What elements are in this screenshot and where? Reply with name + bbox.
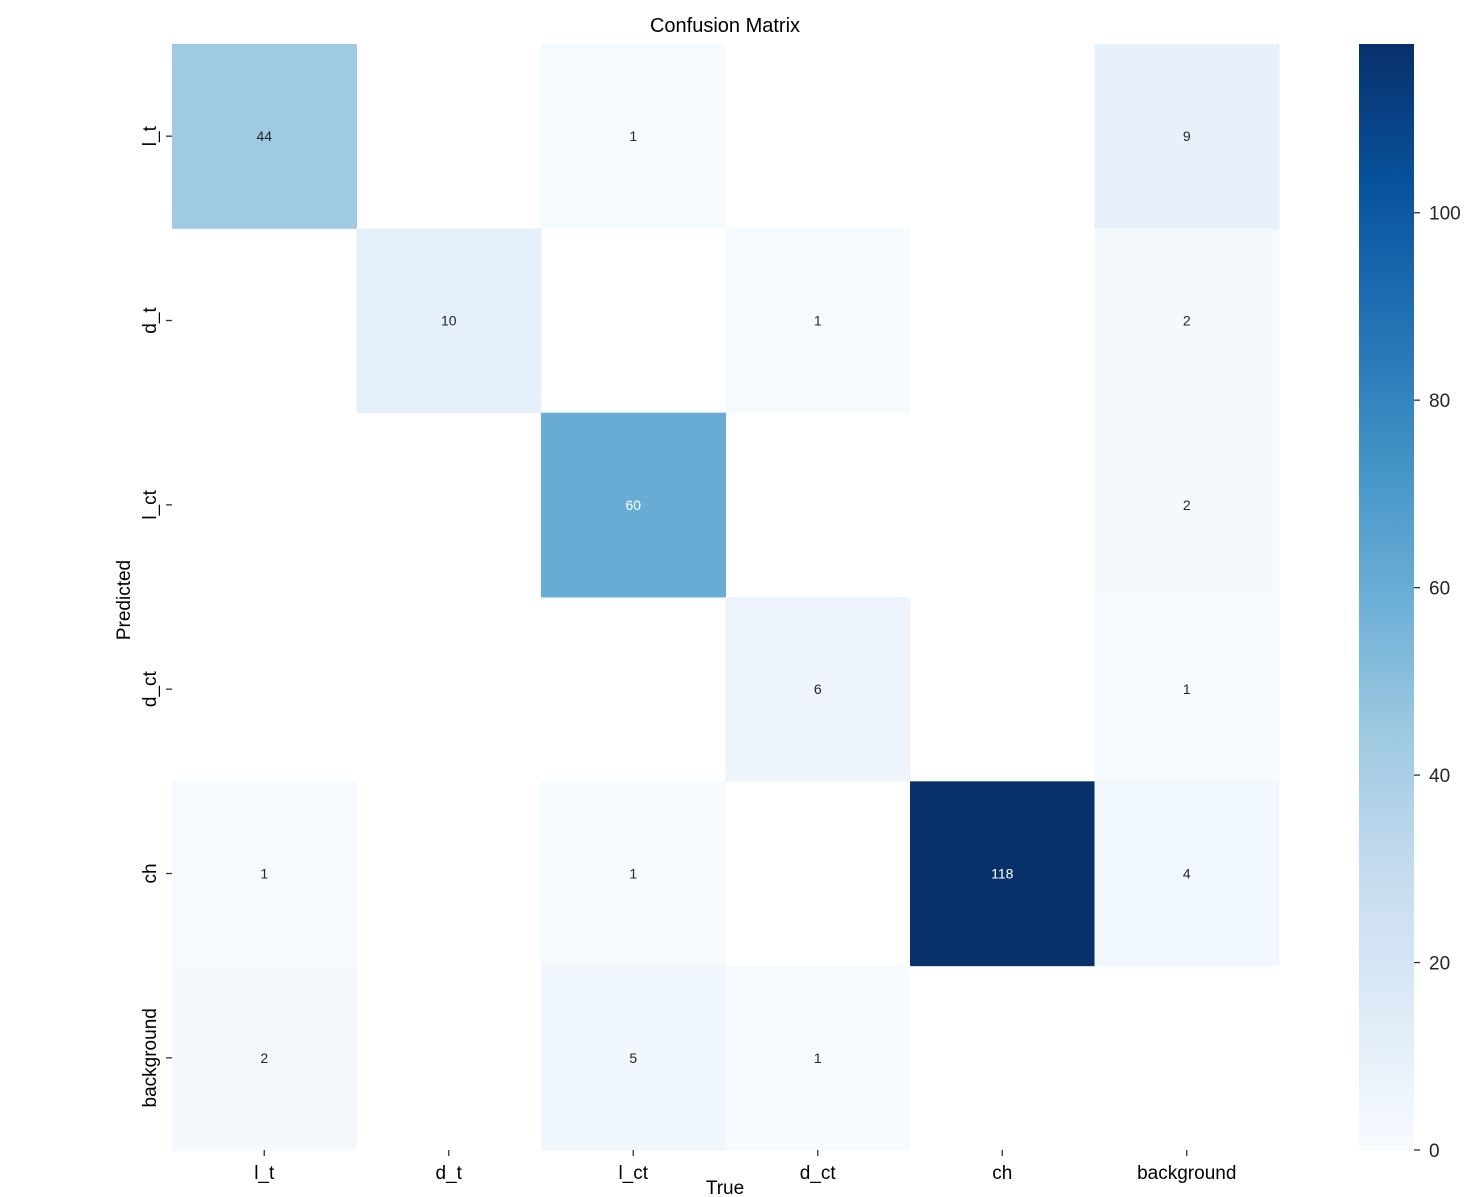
x-tick-label: d_ct bbox=[800, 1163, 837, 1184]
cell-value-label: 2 bbox=[1183, 497, 1191, 513]
colorbar-tick-label: 60 bbox=[1429, 579, 1450, 600]
x-axis-label: True bbox=[706, 1178, 744, 1197]
cell-value-label: 4 bbox=[1183, 866, 1191, 882]
heatmap-cell bbox=[541, 44, 726, 229]
heatmap-cell bbox=[541, 781, 726, 967]
y-tick-label: d_t bbox=[140, 307, 161, 334]
cell-value-label: 1 bbox=[1183, 681, 1191, 697]
y-tick-label: l_ct bbox=[140, 489, 161, 519]
cell-value-label: 1 bbox=[629, 128, 637, 144]
x-tick-label: l_t bbox=[254, 1163, 275, 1184]
cell-value-label: 1 bbox=[260, 866, 268, 882]
cell-value-label: 1 bbox=[814, 1050, 822, 1066]
y-axis-label: Predicted bbox=[114, 560, 135, 640]
heatmap-cell bbox=[725, 965, 911, 1151]
x-tick-label: background bbox=[1137, 1163, 1236, 1184]
cell-value-label: 60 bbox=[625, 497, 641, 513]
cell-value-label: 5 bbox=[629, 1050, 637, 1066]
heatmap-cell bbox=[1094, 412, 1280, 598]
heatmap-cell bbox=[541, 965, 726, 1151]
heatmap-cell bbox=[172, 781, 357, 967]
heatmap-cell bbox=[1094, 781, 1280, 967]
heatmap-cell bbox=[725, 597, 911, 782]
heatmap-cell bbox=[172, 965, 357, 1151]
cell-value-label: 10 bbox=[441, 313, 457, 329]
cell-value-label: 1 bbox=[814, 313, 822, 329]
colorbar-tick-label: 0 bbox=[1429, 1141, 1440, 1162]
cell-value-label: 44 bbox=[256, 128, 272, 144]
y-tick-label: l_t bbox=[140, 125, 161, 146]
colorbar-ticks: 0 20 40 60 80 100 bbox=[1414, 204, 1461, 1162]
cell-value-label: 6 bbox=[814, 681, 822, 697]
y-tick-label: background bbox=[140, 1008, 161, 1107]
heatmap-cells: 44 1 910 1 260 26 11 1 118 42 5 1 bbox=[172, 44, 1280, 1151]
colorbar-tick-label: 20 bbox=[1429, 954, 1450, 975]
heatmap-cell bbox=[1094, 228, 1280, 414]
cell-value-label: 118 bbox=[991, 866, 1014, 882]
cell-value-label: 9 bbox=[1183, 128, 1191, 144]
heatmap-cell bbox=[725, 228, 911, 414]
heatmap-cell bbox=[172, 44, 357, 229]
chart-title: Confusion Matrix bbox=[650, 15, 800, 37]
colorbar-tick-label: 40 bbox=[1429, 766, 1450, 787]
cell-value-label: 1 bbox=[629, 866, 637, 882]
x-tick-label: ch bbox=[992, 1163, 1012, 1184]
colorbar-tick-label: 100 bbox=[1429, 204, 1461, 225]
x-tick-label: l_ct bbox=[618, 1163, 648, 1184]
heatmap-cell bbox=[541, 412, 726, 598]
colorbar-tick-label: 80 bbox=[1429, 391, 1450, 412]
y-tick-label: ch bbox=[140, 863, 161, 883]
heatmap-cell bbox=[356, 228, 542, 414]
heatmap-cell bbox=[1094, 597, 1280, 782]
x-tick-label: d_t bbox=[436, 1163, 463, 1184]
cell-value-label: 2 bbox=[260, 1050, 268, 1066]
colorbar bbox=[1359, 44, 1414, 1150]
cell-value-label: 2 bbox=[1183, 313, 1191, 329]
heatmap-cell bbox=[910, 781, 1095, 967]
x-ticks: l_t d_t l_ct d_ct ch background bbox=[254, 1150, 1236, 1184]
y-tick-label: d_ct bbox=[140, 670, 161, 707]
heatmap-cell bbox=[1094, 44, 1280, 229]
